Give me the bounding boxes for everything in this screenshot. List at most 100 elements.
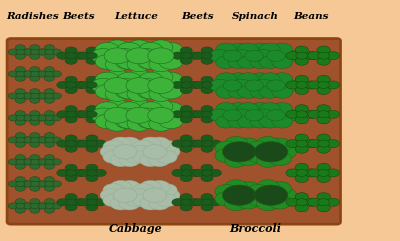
Ellipse shape [100, 189, 122, 202]
Ellipse shape [65, 86, 77, 94]
Ellipse shape [260, 86, 280, 98]
Ellipse shape [44, 67, 54, 73]
Ellipse shape [127, 57, 151, 72]
Ellipse shape [95, 114, 119, 129]
Ellipse shape [250, 115, 271, 128]
Ellipse shape [110, 181, 132, 194]
Ellipse shape [57, 140, 69, 147]
Ellipse shape [127, 40, 151, 54]
Ellipse shape [37, 49, 48, 55]
Ellipse shape [94, 81, 106, 89]
Ellipse shape [133, 194, 154, 207]
Ellipse shape [188, 111, 200, 118]
Ellipse shape [216, 43, 236, 56]
Ellipse shape [129, 189, 150, 202]
Ellipse shape [127, 117, 151, 131]
Circle shape [245, 50, 264, 61]
Ellipse shape [156, 194, 177, 207]
Ellipse shape [236, 152, 260, 166]
Ellipse shape [8, 159, 18, 165]
Ellipse shape [139, 102, 163, 116]
Ellipse shape [228, 56, 249, 69]
Ellipse shape [44, 185, 54, 191]
Ellipse shape [286, 140, 299, 148]
Ellipse shape [65, 145, 77, 152]
Ellipse shape [78, 111, 90, 118]
Ellipse shape [317, 116, 330, 124]
Ellipse shape [95, 84, 119, 99]
Circle shape [45, 181, 54, 187]
Ellipse shape [130, 145, 151, 158]
Ellipse shape [180, 145, 192, 152]
Ellipse shape [215, 148, 238, 163]
Ellipse shape [127, 87, 151, 101]
Ellipse shape [209, 111, 221, 118]
Ellipse shape [256, 197, 280, 211]
Ellipse shape [37, 159, 48, 165]
Circle shape [296, 52, 308, 59]
Ellipse shape [22, 159, 32, 165]
Ellipse shape [274, 145, 297, 159]
Ellipse shape [86, 57, 98, 64]
Ellipse shape [65, 204, 77, 211]
Ellipse shape [260, 102, 280, 115]
Circle shape [45, 203, 54, 209]
Ellipse shape [44, 199, 54, 205]
Ellipse shape [37, 49, 47, 55]
Circle shape [296, 169, 308, 176]
Ellipse shape [127, 99, 151, 114]
Ellipse shape [30, 141, 40, 147]
Circle shape [254, 142, 288, 162]
Ellipse shape [22, 49, 32, 55]
Ellipse shape [78, 199, 90, 206]
Circle shape [148, 78, 174, 94]
Ellipse shape [317, 57, 330, 65]
Ellipse shape [247, 141, 270, 155]
Ellipse shape [180, 194, 192, 201]
Ellipse shape [137, 72, 161, 87]
Ellipse shape [117, 42, 141, 57]
Ellipse shape [295, 204, 308, 212]
Ellipse shape [65, 164, 77, 172]
Circle shape [104, 48, 130, 64]
Ellipse shape [201, 135, 213, 142]
Ellipse shape [86, 194, 98, 201]
Ellipse shape [236, 195, 260, 209]
Ellipse shape [15, 119, 26, 125]
Ellipse shape [119, 197, 140, 210]
Circle shape [202, 82, 212, 88]
Ellipse shape [65, 135, 77, 142]
Ellipse shape [120, 78, 144, 93]
Ellipse shape [73, 140, 86, 147]
Ellipse shape [216, 102, 236, 115]
Ellipse shape [304, 52, 318, 60]
Ellipse shape [308, 110, 321, 118]
Ellipse shape [278, 109, 299, 121]
Ellipse shape [95, 42, 119, 57]
Ellipse shape [210, 50, 230, 62]
Ellipse shape [30, 75, 40, 81]
Ellipse shape [15, 133, 26, 139]
Ellipse shape [159, 84, 183, 99]
Ellipse shape [115, 55, 139, 69]
Ellipse shape [57, 52, 69, 59]
Ellipse shape [256, 180, 280, 194]
Ellipse shape [100, 145, 122, 158]
Ellipse shape [30, 207, 40, 213]
Ellipse shape [242, 145, 265, 159]
Ellipse shape [209, 199, 221, 206]
Ellipse shape [326, 110, 340, 118]
Ellipse shape [117, 84, 141, 99]
Ellipse shape [51, 71, 62, 77]
Circle shape [45, 137, 54, 143]
Circle shape [45, 71, 54, 77]
Ellipse shape [23, 49, 33, 55]
Circle shape [113, 145, 137, 159]
Circle shape [16, 71, 25, 77]
Ellipse shape [149, 181, 170, 194]
Ellipse shape [308, 198, 321, 206]
Ellipse shape [30, 163, 40, 169]
Ellipse shape [65, 57, 77, 64]
Ellipse shape [135, 108, 159, 123]
Circle shape [245, 110, 264, 121]
